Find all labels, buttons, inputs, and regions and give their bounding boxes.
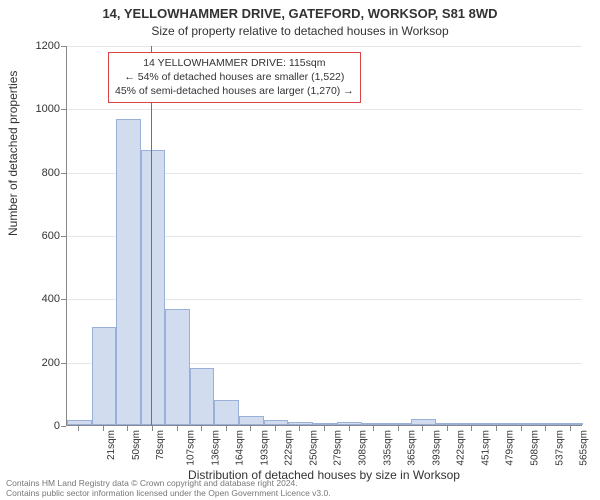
x-tick-mark xyxy=(521,426,522,431)
x-tick-label: 393sqm xyxy=(431,430,442,466)
x-tick-mark xyxy=(152,426,153,431)
bar xyxy=(558,423,583,425)
x-tick-label: 565sqm xyxy=(579,430,590,466)
bar xyxy=(485,423,510,425)
y-tick-label: 1200 xyxy=(20,40,60,52)
x-tick-label: 422sqm xyxy=(456,430,467,466)
y-tick-label: 200 xyxy=(20,357,60,369)
x-tick-label: 50sqm xyxy=(131,430,142,460)
bar xyxy=(214,400,239,425)
x-tick-label: 451sqm xyxy=(480,430,491,466)
x-tick-mark xyxy=(275,426,276,431)
x-tick-mark xyxy=(201,426,202,431)
chart-subtitle: Size of property relative to detached ho… xyxy=(0,24,600,38)
chart-container: 14, YELLOWHAMMER DRIVE, GATEFORD, WORKSO… xyxy=(0,0,600,500)
x-tick-mark xyxy=(422,426,423,431)
x-tick-mark xyxy=(177,426,178,431)
bar xyxy=(411,419,436,425)
annotation-line1: 14 YELLOWHAMMER DRIVE: 115sqm xyxy=(115,56,354,70)
bar xyxy=(313,423,338,425)
x-tick-mark xyxy=(226,426,227,431)
y-tick-label: 1000 xyxy=(20,103,60,115)
y-axis-label: Number of detached properties xyxy=(6,71,20,236)
x-tick-mark xyxy=(447,426,448,431)
bar xyxy=(116,119,141,425)
bar xyxy=(264,420,289,425)
x-tick-label: 164sqm xyxy=(235,430,246,466)
annotation-line2: ← 54% of detached houses are smaller (1,… xyxy=(115,70,354,84)
x-tick-mark xyxy=(127,426,128,431)
chart-title: 14, YELLOWHAMMER DRIVE, GATEFORD, WORKSO… xyxy=(0,6,600,21)
bar xyxy=(362,423,387,425)
bar xyxy=(460,423,485,425)
x-tick-label: 250sqm xyxy=(308,430,319,466)
x-tick-mark xyxy=(103,426,104,431)
x-tick-mark xyxy=(570,426,571,431)
y-tick-label: 0 xyxy=(20,420,60,432)
footnote: Contains HM Land Registry data © Crown c… xyxy=(6,478,331,498)
x-tick-label: 508sqm xyxy=(530,430,541,466)
x-tick-mark xyxy=(545,426,546,431)
footnote-line2: Contains public sector information licen… xyxy=(6,488,331,498)
x-tick-mark xyxy=(398,426,399,431)
y-tick-label: 800 xyxy=(20,167,60,179)
annotation-line3: 45% of semi-detached houses are larger (… xyxy=(115,84,354,98)
x-tick-mark xyxy=(496,426,497,431)
x-tick-label: 308sqm xyxy=(358,430,369,466)
bar xyxy=(534,423,559,425)
y-tick-label: 400 xyxy=(20,293,60,305)
x-tick-label: 78sqm xyxy=(155,430,166,460)
marker-line xyxy=(151,46,152,425)
x-tick-label: 279sqm xyxy=(333,430,344,466)
bar xyxy=(436,423,461,425)
x-tick-label: 479sqm xyxy=(505,430,516,466)
x-tick-label: 335sqm xyxy=(382,430,393,466)
x-tick-mark xyxy=(349,426,350,431)
bar xyxy=(509,423,534,425)
x-tick-mark xyxy=(78,426,79,431)
bar xyxy=(386,423,411,425)
x-tick-label: 193sqm xyxy=(259,430,270,466)
x-tick-label: 136sqm xyxy=(210,430,221,466)
y-tick-label: 600 xyxy=(20,230,60,242)
bar xyxy=(92,327,117,425)
x-tick-label: 537sqm xyxy=(554,430,565,466)
y-tick-mark xyxy=(61,426,66,427)
footnote-line1: Contains HM Land Registry data © Crown c… xyxy=(6,478,331,488)
x-tick-label: 107sqm xyxy=(186,430,197,466)
annotation-box: 14 YELLOWHAMMER DRIVE: 115sqm ← 54% of d… xyxy=(108,52,361,103)
plot-area xyxy=(66,46,582,426)
x-tick-mark xyxy=(373,426,374,431)
bar xyxy=(239,416,264,426)
bar xyxy=(190,368,215,425)
x-tick-mark xyxy=(471,426,472,431)
bar xyxy=(67,420,92,425)
bar xyxy=(165,309,190,425)
bar xyxy=(288,422,313,425)
bar xyxy=(337,422,362,425)
x-tick-label: 21sqm xyxy=(106,430,117,460)
bars-layer xyxy=(67,46,582,425)
x-tick-mark xyxy=(324,426,325,431)
x-tick-mark xyxy=(299,426,300,431)
x-tick-mark xyxy=(250,426,251,431)
x-tick-label: 222sqm xyxy=(284,430,295,466)
bar xyxy=(141,150,166,426)
x-tick-label: 365sqm xyxy=(407,430,418,466)
